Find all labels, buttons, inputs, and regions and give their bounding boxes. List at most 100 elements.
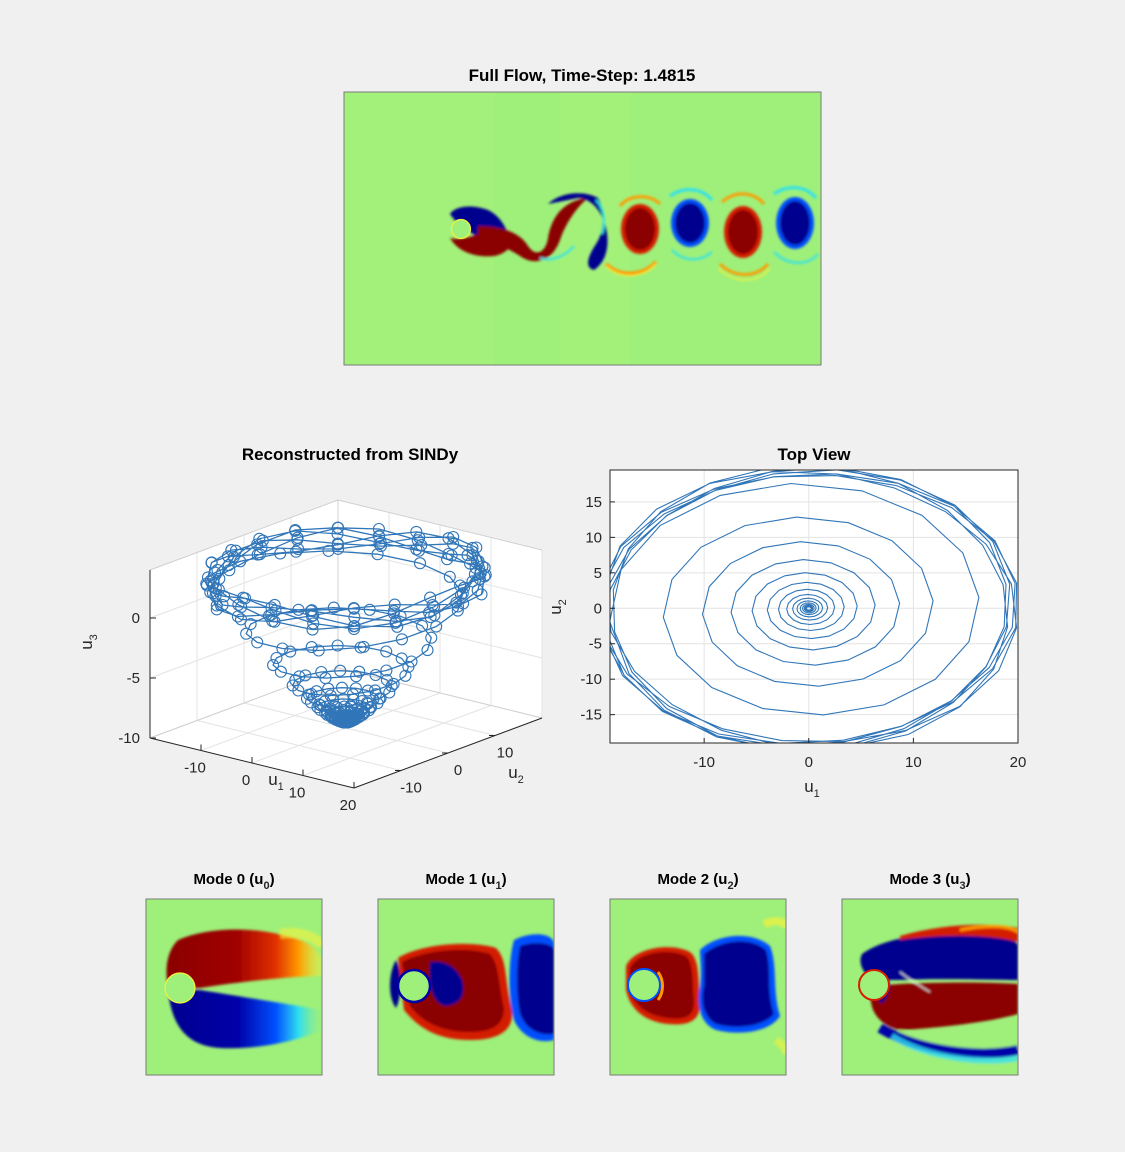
reconstructed-marker — [307, 617, 320, 630]
reconstructed-marker — [213, 572, 226, 585]
reconstructed-y-label: u2 — [508, 763, 524, 786]
reconstructed-z-tick-label: -5 — [127, 670, 140, 687]
reconstructed-marker — [391, 620, 404, 633]
reconstructed-marker — [312, 644, 325, 657]
reconstructed-marker — [322, 544, 335, 557]
reconstructed-marker — [225, 544, 238, 557]
reconstructed-marker — [344, 699, 357, 712]
reconstructed-marker — [327, 601, 340, 614]
full-flow-title: Full Flow, Time-Step: 1.4815 — [469, 66, 696, 85]
reconstructed-marker — [374, 536, 387, 549]
reconstructed-marker — [268, 615, 281, 628]
reconstructed-marker — [205, 556, 218, 569]
reconstructed-marker — [360, 696, 374, 709]
reconstructed-marker — [234, 555, 247, 568]
reconstructed-marker — [292, 603, 305, 616]
reconstructed-marker — [475, 588, 488, 601]
reconstructed-marker — [385, 680, 398, 693]
cylinder — [450, 218, 472, 240]
reconstructed-marker — [424, 611, 437, 624]
top-view-x-tick-label: -10 — [693, 754, 715, 771]
reconstructed-marker — [328, 700, 341, 713]
reconstructed-marker — [274, 665, 287, 678]
reconstructed-marker — [324, 689, 337, 702]
mode-2-panel: Mode 2 (u2) — [609, 871, 787, 1076]
reconstructed-marker — [363, 603, 376, 616]
reconstructed-marker — [290, 545, 303, 558]
reconstructed-marker — [265, 608, 278, 621]
reconstructed-marker — [416, 619, 429, 632]
reconstructed-marker — [256, 534, 269, 547]
reconstructed-marker — [314, 703, 327, 717]
reconstructed-marker — [313, 698, 326, 711]
reconstructed-marker — [457, 597, 470, 610]
reconstructed-marker — [218, 590, 231, 603]
reconstructed-marker — [240, 627, 253, 640]
reconstructed-marker — [354, 641, 367, 654]
grid-back-z — [337, 607, 543, 659]
mode-0-title: Mode 0 (u0) — [193, 871, 274, 892]
reconstructed-marker — [331, 521, 344, 534]
reconstructed-x-tick-label: 10 — [289, 785, 306, 802]
reconstructed-marker — [456, 587, 469, 600]
reconstructed-marker — [347, 601, 360, 615]
reconstructed-marker — [348, 611, 361, 624]
reconstructed-marker — [342, 710, 355, 723]
reconstructed-marker — [284, 645, 297, 658]
reconstructed-x-tick-label: 0 — [242, 772, 250, 789]
reconstructed-marker — [387, 605, 400, 618]
reconstructed-marker — [289, 524, 302, 537]
reconstructed-marker — [466, 548, 479, 562]
reconstructed-marker — [478, 570, 491, 583]
box-edge — [337, 667, 543, 719]
reconstructed-marker — [305, 688, 318, 701]
reconstructed-marker — [380, 673, 393, 687]
reconstructed-marker — [466, 541, 479, 554]
vortex-street — [450, 186, 819, 281]
reconstructed-marker — [413, 531, 426, 544]
reconstructed-marker — [311, 701, 324, 714]
top-view-y-tick-label: -15 — [580, 707, 602, 724]
reconstructed-marker — [305, 604, 318, 617]
reconstructed-marker — [388, 598, 401, 611]
reconstructed-marker — [331, 706, 344, 720]
reconstructed-marker — [466, 575, 479, 588]
reconstructed-marker — [210, 603, 223, 616]
reconstructed-marker — [471, 584, 484, 597]
top-view-x-tick-label: 10 — [905, 754, 922, 771]
reconstructed-marker — [251, 548, 264, 561]
reconstructed-marker — [470, 541, 483, 554]
reconstructed-marker — [395, 633, 408, 646]
reconstructed-marker — [468, 568, 481, 581]
reconstructed-marker — [399, 669, 412, 682]
reconstructed-marker — [334, 664, 347, 677]
reconstructed-marker — [331, 538, 345, 551]
reconstructed-marker — [274, 547, 287, 560]
trajectory-3d — [200, 521, 492, 729]
reconstructed-marker — [223, 564, 236, 577]
grid-left-z — [149, 547, 339, 619]
reconstructed-marker — [361, 697, 374, 710]
reconstructed-marker — [464, 557, 477, 570]
mode-2-title: Mode 2 (u2) — [657, 871, 738, 892]
top-view-y-tick-label: 5 — [594, 565, 602, 582]
reconstructed-marker — [405, 655, 418, 668]
mode-3-title: Mode 3 (u3) — [889, 871, 970, 892]
reconstructed-marker — [380, 645, 393, 658]
reconstructed-marker — [348, 619, 361, 633]
reconstructed-marker — [350, 670, 363, 683]
reconstructed-z-tick-label: 0 — [132, 610, 140, 627]
reconstructed-marker — [415, 539, 428, 552]
reconstructed-marker — [211, 563, 224, 576]
reconstructed-marker — [299, 669, 312, 682]
reconstructed-x-tick-label: 20 — [340, 797, 357, 814]
reconstructed-x-label: u1 — [268, 770, 284, 793]
top-view-x-tick-label: 20 — [1010, 754, 1027, 771]
reconstructed-marker — [412, 544, 426, 557]
reconstructed-panel: Reconstructed from SINDy -1001020-10010-… — [77, 445, 543, 814]
reconstructed-marker — [346, 688, 360, 701]
mode-1-title: Mode 1 (u1) — [425, 871, 506, 892]
reconstructed-marker — [421, 644, 434, 657]
reconstructed-marker — [229, 544, 242, 557]
